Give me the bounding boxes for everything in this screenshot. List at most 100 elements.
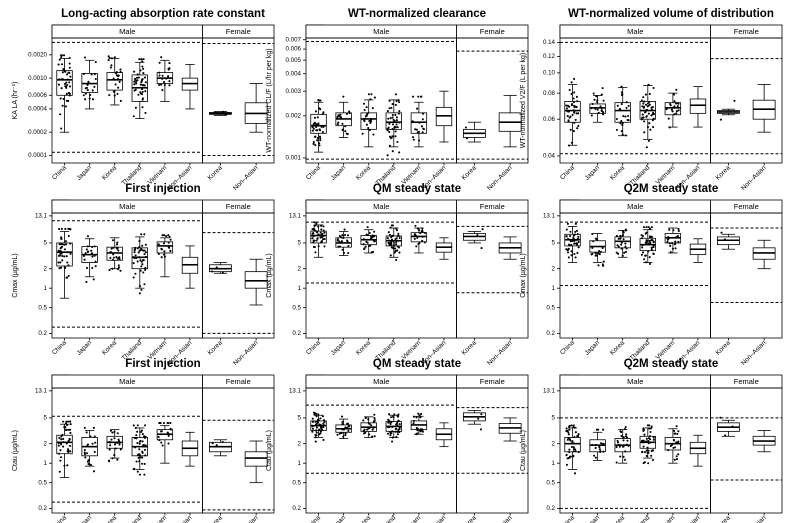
box-korea: Korea bbox=[461, 410, 486, 523]
data-point bbox=[597, 111, 600, 114]
data-point bbox=[107, 441, 110, 444]
box-nonasian: Non–Asian bbox=[420, 90, 453, 192]
data-point bbox=[566, 222, 569, 225]
x-tick-label: Non–Asian bbox=[740, 164, 768, 192]
data-point bbox=[313, 245, 316, 249]
x-tick-label: Korea bbox=[207, 164, 224, 181]
data-point bbox=[419, 95, 423, 98]
data-point bbox=[133, 251, 136, 254]
data-point bbox=[672, 429, 676, 433]
data-point bbox=[64, 105, 68, 108]
data-point bbox=[389, 434, 392, 437]
data-point bbox=[63, 425, 66, 428]
data-point bbox=[570, 250, 573, 253]
data-point bbox=[641, 451, 644, 454]
data-point bbox=[645, 146, 648, 149]
data-point bbox=[67, 99, 70, 102]
data-point bbox=[64, 266, 67, 270]
data-point bbox=[392, 240, 395, 243]
data-point bbox=[112, 253, 115, 256]
data-point bbox=[602, 428, 605, 431]
data-point bbox=[677, 453, 680, 456]
data-point bbox=[322, 235, 325, 238]
data-point bbox=[652, 86, 655, 90]
data-point bbox=[59, 243, 62, 246]
data-point bbox=[215, 266, 218, 269]
data-point bbox=[673, 446, 677, 449]
data-point bbox=[641, 237, 644, 240]
box-china: China bbox=[51, 54, 73, 181]
data-point bbox=[144, 243, 147, 246]
data-point bbox=[649, 128, 652, 131]
data-point bbox=[590, 107, 593, 110]
y-axis-label: Ctau (µg/mL) bbox=[266, 430, 273, 471]
data-point bbox=[119, 70, 122, 73]
data-point bbox=[364, 117, 367, 120]
box-thailand: Thailand bbox=[375, 93, 402, 187]
data-point bbox=[572, 97, 575, 100]
data-point bbox=[567, 247, 570, 250]
data-point bbox=[340, 116, 343, 119]
data-point bbox=[620, 434, 623, 438]
x-tick-label: Non–Asian bbox=[232, 164, 260, 192]
data-point bbox=[394, 238, 397, 241]
data-point bbox=[365, 240, 368, 243]
facet-label: Male bbox=[119, 202, 135, 211]
y-tick-label: 0.5 bbox=[546, 479, 555, 486]
data-point bbox=[58, 227, 61, 230]
facet-frame bbox=[305, 387, 457, 514]
data-point bbox=[642, 96, 645, 99]
data-point bbox=[314, 144, 317, 147]
data-point bbox=[67, 439, 70, 443]
x-tick-label: Japan bbox=[584, 339, 602, 357]
data-point bbox=[621, 254, 624, 257]
data-point bbox=[675, 425, 678, 428]
data-point bbox=[311, 417, 314, 420]
data-point bbox=[322, 419, 326, 422]
data-point bbox=[161, 74, 164, 77]
data-point bbox=[313, 221, 316, 224]
y-tick-label: 0.0001 bbox=[28, 152, 47, 159]
x-tick-label: Non–Asian bbox=[486, 164, 514, 192]
data-point bbox=[421, 430, 425, 433]
panel-a: Long-acting absorption rate constant 0.00… bbox=[12, 8, 275, 192]
data-point bbox=[390, 440, 394, 443]
y-axis-label: Ctau (µg/mL) bbox=[12, 430, 19, 471]
data-point bbox=[602, 99, 605, 102]
facet-label: Male bbox=[119, 377, 135, 386]
data-point bbox=[674, 102, 678, 105]
data-point bbox=[85, 86, 89, 89]
facet-frame bbox=[202, 387, 275, 514]
data-point bbox=[215, 444, 218, 447]
x-tick-label: Japan bbox=[584, 514, 602, 523]
data-point bbox=[397, 112, 401, 115]
data-point bbox=[568, 451, 571, 454]
data-point bbox=[87, 463, 90, 466]
data-point bbox=[57, 249, 60, 252]
data-point bbox=[391, 430, 394, 433]
data-point bbox=[570, 103, 574, 106]
data-point bbox=[617, 237, 620, 240]
box-vietnam: Vietnam bbox=[147, 422, 174, 523]
data-point bbox=[648, 92, 651, 96]
data-point bbox=[318, 142, 321, 145]
data-point bbox=[397, 232, 400, 235]
data-point bbox=[371, 235, 374, 238]
data-point bbox=[61, 104, 64, 107]
data-point bbox=[60, 245, 64, 248]
data-point bbox=[321, 113, 324, 116]
data-point bbox=[568, 448, 571, 451]
y-tick-label: 13.1 bbox=[289, 212, 302, 219]
data-point bbox=[643, 100, 646, 103]
data-point bbox=[313, 229, 317, 232]
data-point bbox=[167, 234, 170, 237]
box-japan: Japan bbox=[584, 87, 606, 182]
data-point bbox=[643, 433, 646, 436]
facet-frame bbox=[305, 37, 457, 164]
data-point bbox=[336, 123, 339, 126]
data-point bbox=[91, 245, 94, 249]
data-point bbox=[652, 438, 656, 441]
data-point bbox=[568, 425, 571, 428]
data-point bbox=[58, 470, 61, 473]
data-point bbox=[398, 101, 401, 104]
